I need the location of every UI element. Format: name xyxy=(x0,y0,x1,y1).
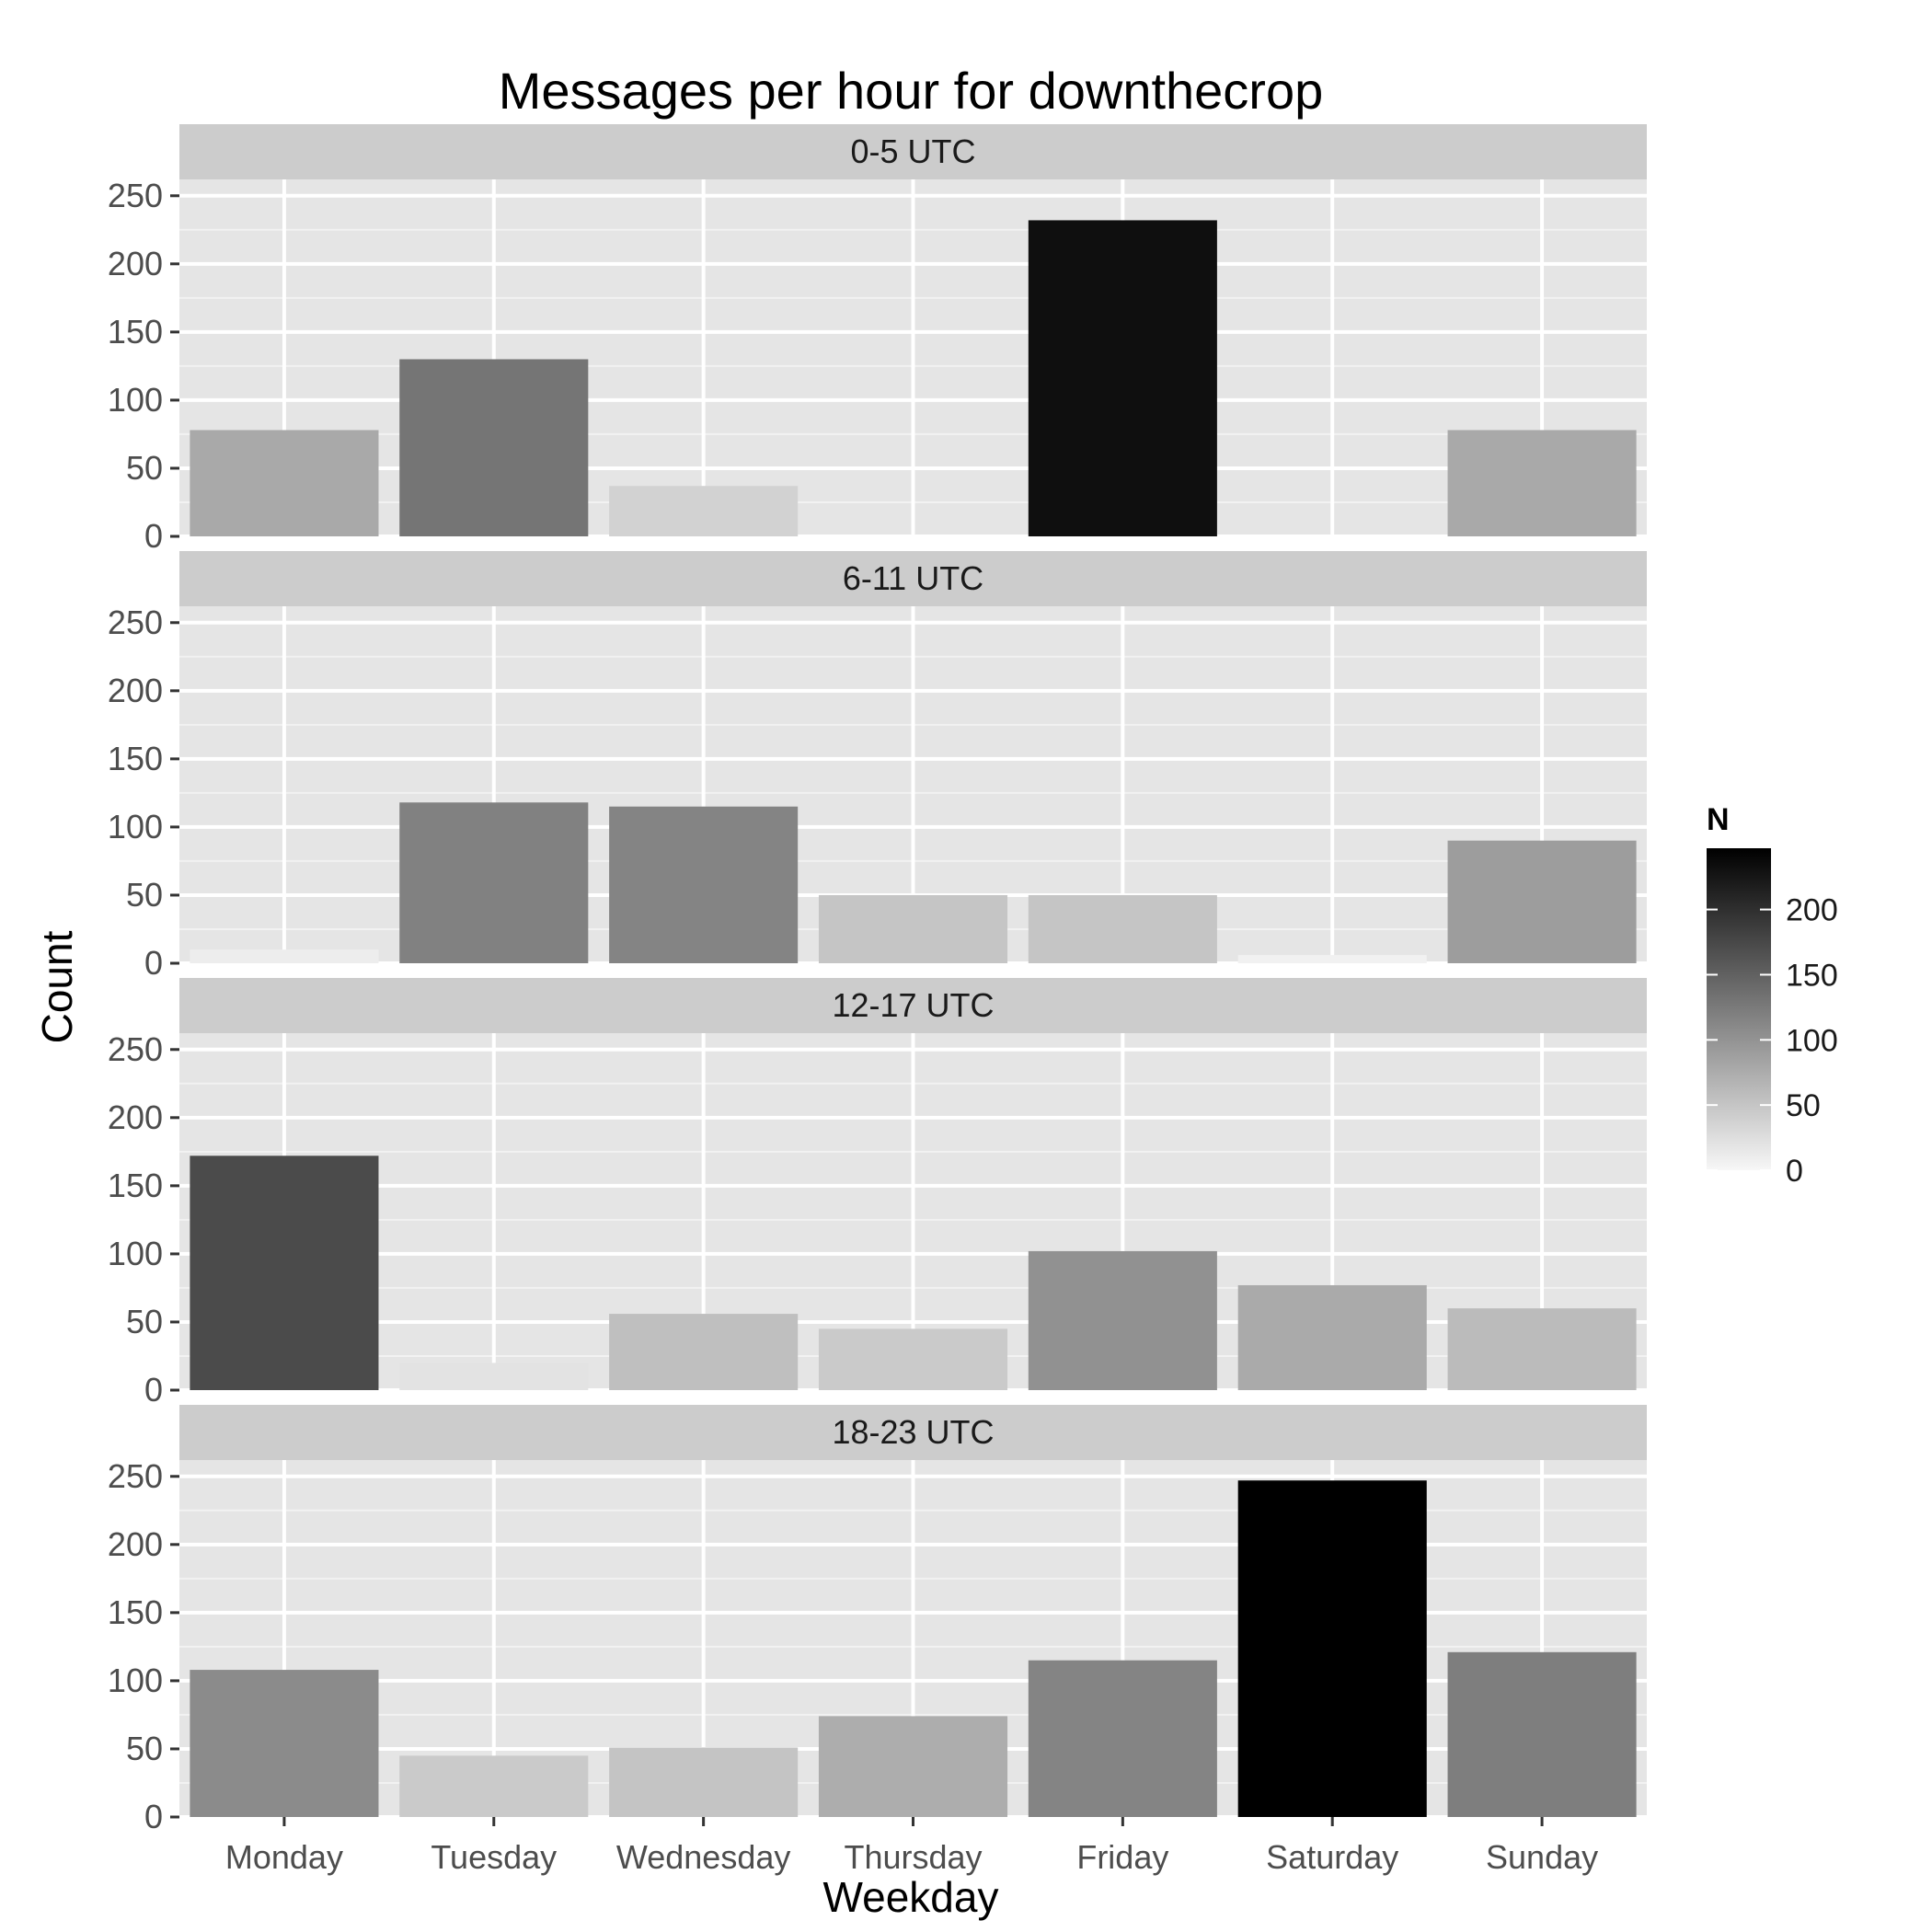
bar xyxy=(399,359,589,536)
bar xyxy=(609,1314,799,1390)
facet-panel: 12-17 UTC 0 50 100 150 200 250 xyxy=(108,978,1647,1409)
legend-label: 150 xyxy=(1786,958,1838,993)
facet-strip-label: 0-5 UTC xyxy=(850,132,975,170)
y-tick-label: 200 xyxy=(108,672,163,709)
bar xyxy=(609,806,799,963)
bar xyxy=(1028,1250,1217,1390)
facet-strip-label: 6-11 UTC xyxy=(843,559,983,597)
y-tick-label: 250 xyxy=(108,604,163,641)
bar xyxy=(1237,1284,1427,1390)
x-axis-title: Weekday xyxy=(823,1873,999,1921)
facet-strip-label: 12-17 UTC xyxy=(832,986,994,1024)
y-tick-label: 100 xyxy=(108,808,163,845)
bar xyxy=(399,1363,589,1390)
bar xyxy=(1028,220,1217,536)
y-tick-label: 50 xyxy=(126,876,163,914)
y-tick-label: 250 xyxy=(108,1030,163,1068)
y-tick-label: 0 xyxy=(144,517,163,555)
legend-title: N xyxy=(1707,802,1730,837)
legend-label: 200 xyxy=(1786,893,1838,928)
y-tick-label: 0 xyxy=(144,944,163,982)
bar xyxy=(190,949,379,963)
y-tick-label: 50 xyxy=(126,1303,163,1340)
bar xyxy=(1028,894,1217,963)
x-tick-label: Sunday xyxy=(1486,1838,1598,1876)
bar xyxy=(1447,840,1637,963)
bar xyxy=(609,486,799,536)
y-tick-label: 100 xyxy=(108,1662,163,1699)
y-tick-label: 100 xyxy=(108,1235,163,1272)
x-tick-label: Tuesday xyxy=(431,1838,557,1876)
bar xyxy=(190,1670,379,1817)
y-tick-label: 150 xyxy=(108,1593,163,1631)
y-tick-label: 150 xyxy=(108,313,163,351)
legend-label: 0 xyxy=(1786,1154,1803,1189)
y-axis-title: Count xyxy=(33,930,81,1043)
y-tick-label: 250 xyxy=(108,177,163,214)
bar xyxy=(399,802,589,963)
facet-strip xyxy=(179,551,1647,606)
x-tick-label: Monday xyxy=(225,1838,343,1876)
facet-panels: 0-5 UTC 0 50 100 150 200 250 6-11 UTC 0 50 100 150 2… xyxy=(108,124,1647,1835)
bar xyxy=(818,1716,1008,1817)
facet-panel: 6-11 UTC 0 50 100 150 200 250 xyxy=(108,551,1647,982)
legend-label: 100 xyxy=(1786,1023,1838,1058)
x-axis: Monday Tuesday Wednesday Thursday Friday Satu… xyxy=(225,1817,1598,1876)
y-tick-label: 200 xyxy=(108,1098,163,1136)
y-tick-label: 150 xyxy=(108,740,163,777)
facet-panel: 18-23 UTC 0 50 100 150 200 250 xyxy=(108,1405,1647,1835)
legend-label: 50 xyxy=(1786,1088,1821,1123)
y-tick-label: 0 xyxy=(144,1798,163,1835)
facet-strip-label: 18-23 UTC xyxy=(832,1413,994,1451)
y-tick-label: 200 xyxy=(108,245,163,282)
x-tick-label: Friday xyxy=(1076,1838,1168,1876)
y-tick-label: 0 xyxy=(144,1371,163,1409)
bar xyxy=(1028,1660,1217,1817)
x-tick-label: Wednesday xyxy=(616,1838,790,1876)
y-tick-label: 50 xyxy=(126,449,163,487)
y-tick-label: 50 xyxy=(126,1730,163,1767)
bar xyxy=(1237,1480,1427,1817)
facet-strip xyxy=(179,1405,1647,1460)
bar xyxy=(818,894,1008,963)
bar xyxy=(609,1747,799,1817)
x-tick-label: Saturday xyxy=(1266,1838,1398,1876)
y-tick-label: 100 xyxy=(108,381,163,419)
y-tick-label: 250 xyxy=(108,1457,163,1495)
legend: N 0 50 100 150 200 xyxy=(1707,802,1838,1189)
facet-panel: 0-5 UTC 0 50 100 150 200 250 xyxy=(108,124,1647,555)
bar xyxy=(399,1755,589,1817)
legend-colorbar xyxy=(1707,848,1771,1170)
bar xyxy=(1447,1651,1637,1817)
bar xyxy=(190,1156,379,1390)
facet-strip xyxy=(179,978,1647,1033)
bar xyxy=(1447,430,1637,536)
bar xyxy=(818,1328,1008,1390)
chart-title: Messages per hour for downthecrop xyxy=(499,62,1324,120)
y-tick-label: 200 xyxy=(108,1525,163,1563)
x-tick-label: Thursday xyxy=(844,1838,982,1876)
bar xyxy=(190,430,379,536)
bar xyxy=(1237,955,1427,963)
bar xyxy=(1447,1308,1637,1390)
facet-strip xyxy=(179,124,1647,179)
y-tick-label: 150 xyxy=(108,1167,163,1204)
